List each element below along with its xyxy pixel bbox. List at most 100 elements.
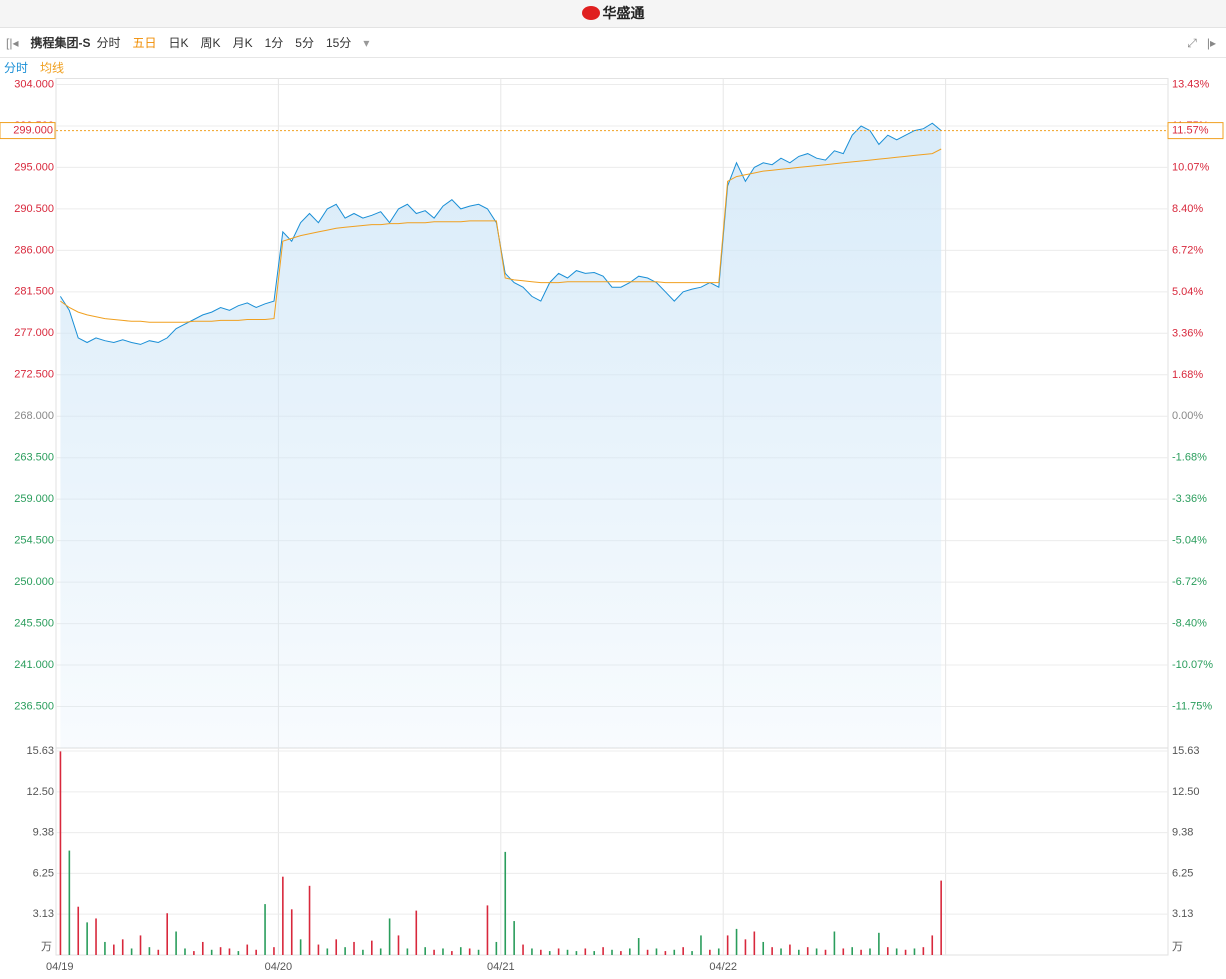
window-icons[interactable]: ⤢ |▸ <box>1187 36 1216 50</box>
y-tick-label: 245.500 <box>14 617 54 629</box>
volume-bar <box>442 948 444 955</box>
volume-bar <box>237 951 240 955</box>
volume-bar <box>201 941 204 955</box>
volume-bar <box>282 876 284 955</box>
tab[interactable]: 月K <box>232 36 253 50</box>
volume-bar <box>753 931 756 955</box>
y-tick-label: 272.500 <box>14 369 54 381</box>
legend: 分时 均线 <box>0 58 1226 78</box>
volume-bar <box>833 931 836 955</box>
volume-bar <box>700 935 702 955</box>
dropdown[interactable]: ▾ <box>363 35 370 50</box>
last-change-box <box>1167 122 1224 140</box>
x-tick-label: 04/22 <box>709 961 737 973</box>
volume-bar <box>851 947 853 955</box>
y-tick-label: 236.500 <box>14 700 54 712</box>
volume-bar <box>77 906 80 955</box>
volume-bar <box>308 885 311 955</box>
y2-tick-label: 6.72% <box>1172 244 1203 256</box>
volume-bar <box>353 941 355 955</box>
volume-bar <box>593 951 596 955</box>
volume-bar <box>371 940 373 955</box>
tab[interactable]: 周K <box>200 36 221 50</box>
volume-bar <box>504 851 507 955</box>
collapse-icon[interactable]: [|◂ <box>6 35 19 50</box>
volume-bar <box>566 949 569 955</box>
volume-bar <box>273 947 275 955</box>
volume-bar <box>548 951 551 955</box>
volume-bar <box>113 944 115 955</box>
volume-bar <box>344 947 346 955</box>
x-tick-label: 04/19 <box>46 961 74 973</box>
volume-bar <box>130 948 133 955</box>
volume-bar <box>166 913 168 955</box>
volume-bar <box>495 941 498 955</box>
volume-bar <box>824 949 827 955</box>
volume-bar <box>228 948 231 955</box>
volume-bar <box>95 918 97 955</box>
plot-border <box>55 78 1169 956</box>
volume-bar <box>193 951 195 955</box>
volume-tick-label: 3.13 <box>33 908 54 920</box>
volume-bar <box>477 949 480 955</box>
volume-bar <box>184 948 186 955</box>
y2-tick-label: -11.75% <box>1172 700 1212 712</box>
tab[interactable]: 五日 <box>132 36 157 50</box>
volume-bar <box>59 751 62 955</box>
volume-bar <box>815 948 818 955</box>
volume-bar <box>362 949 364 955</box>
volume-tick-label: 12.50 <box>1172 786 1200 798</box>
volume-bar <box>148 947 151 955</box>
volume-tick-label: 9.38 <box>1172 826 1193 838</box>
volume-bar <box>139 935 142 955</box>
volume-bar <box>682 947 684 955</box>
volume-bar <box>780 948 782 955</box>
y-tick-label: 295.000 <box>14 161 54 173</box>
volume-bar <box>895 948 898 955</box>
header: 华盛通 <box>0 0 1226 28</box>
tab[interactable]: 1分 <box>264 36 284 50</box>
volume-bar <box>388 918 391 955</box>
y-tick-label: 263.500 <box>14 452 54 464</box>
last-change-label: 11.57% <box>1172 125 1209 137</box>
volume-bar <box>940 880 942 955</box>
logo-icon <box>581 6 600 20</box>
volume-bar <box>513 921 515 955</box>
y-tick-label: 259.000 <box>14 493 54 505</box>
volume-unit: 万 <box>1172 941 1183 953</box>
last-price-box <box>0 122 56 140</box>
volume-bar <box>121 939 124 955</box>
volume-bar <box>798 949 800 955</box>
volume-bar <box>299 939 302 955</box>
y-tick-label: 250.000 <box>14 576 54 588</box>
y2-tick-label: 0.00% <box>1172 410 1203 422</box>
tab[interactable]: 15分 <box>325 36 352 50</box>
legend-entry: 均线 <box>40 61 65 75</box>
y-tick-label: 241.000 <box>14 659 54 671</box>
volume-bar <box>717 948 720 955</box>
volume-bar <box>646 949 649 955</box>
volume-bar <box>602 947 604 955</box>
volume-bar <box>922 947 925 955</box>
volume-tick-label: 6.25 <box>1172 867 1193 879</box>
volume-bar <box>68 850 71 955</box>
volume-bar <box>806 947 809 955</box>
volume-tick-label: 15.63 <box>26 745 54 757</box>
tab[interactable]: 5分 <box>295 36 314 50</box>
volume-bar <box>860 949 862 955</box>
volume-bar <box>842 948 845 955</box>
volume-bar <box>255 949 257 955</box>
tab[interactable]: 分时 <box>96 36 121 50</box>
volume-bar <box>540 949 542 955</box>
volume-bar <box>557 948 560 955</box>
tab[interactable]: 日K <box>168 36 189 50</box>
volume-bar <box>451 951 453 955</box>
volume-bar <box>904 949 907 955</box>
x-tick-label: 04/20 <box>265 961 293 973</box>
volume-bar <box>219 947 222 955</box>
volume-bar <box>264 904 266 955</box>
volume-bar <box>584 948 587 955</box>
volume-tick-label: 15.63 <box>1172 745 1200 757</box>
y-tick-label: 268.000 <box>14 410 54 422</box>
